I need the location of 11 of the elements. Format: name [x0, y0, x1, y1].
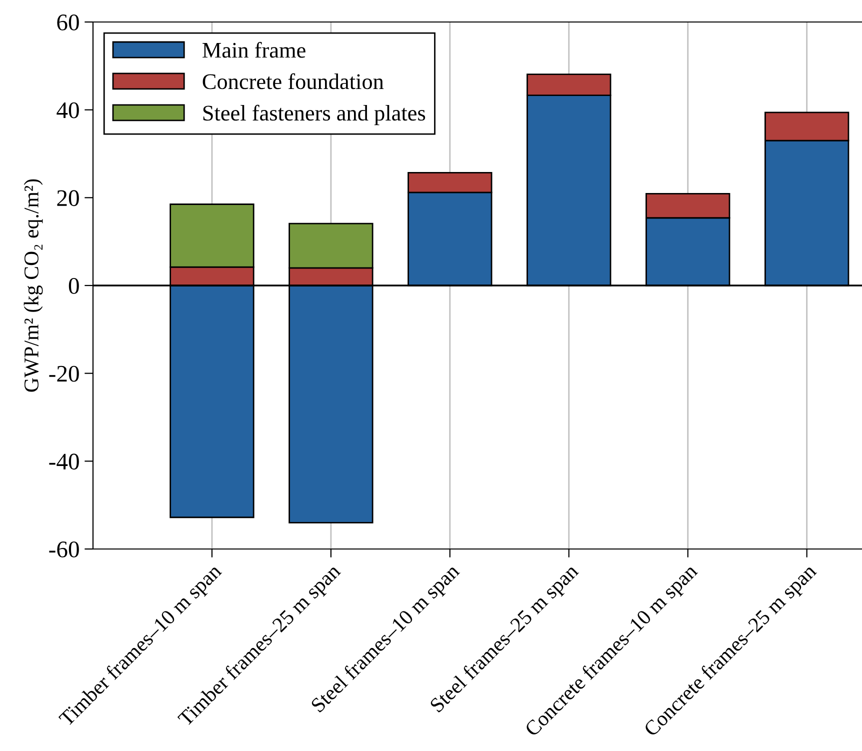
y-axis-title: GWP/m² (kg CO₂ eq./m²): [24, 179, 43, 392]
legend-label: Concrete foundation: [202, 73, 384, 90]
y-tick-label: -20: [49, 366, 79, 382]
legend-label: Steel fasteners and plates: [203, 104, 426, 126]
y-tick-label: -40: [49, 454, 79, 470]
y-tick-label: 20: [57, 190, 79, 206]
y-tick-label: -60: [49, 541, 79, 558]
y-tick-label: 0: [68, 278, 79, 294]
legend-label: Main frame: [202, 42, 306, 58]
y-tick-label: 60: [57, 14, 79, 30]
y-tick-label: 40: [56, 102, 79, 118]
